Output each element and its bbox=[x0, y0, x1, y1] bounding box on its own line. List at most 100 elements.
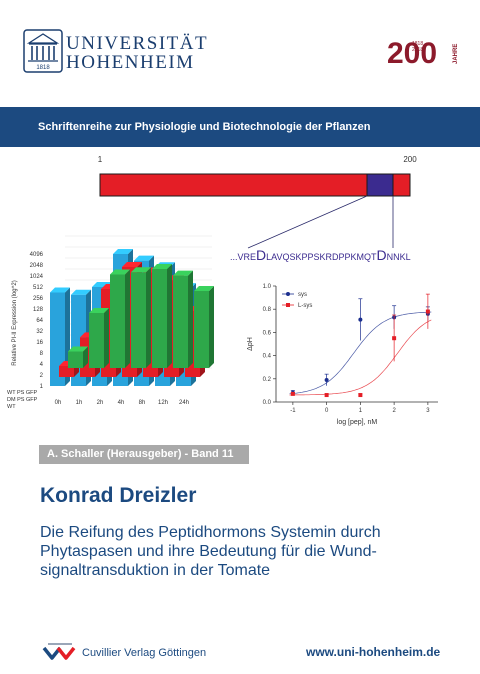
scatter-point bbox=[290, 391, 295, 396]
bar3d-bar-top bbox=[89, 308, 109, 313]
scatter-point bbox=[425, 309, 430, 314]
protein-start-label: 1 bbox=[98, 155, 103, 164]
dose-response-chart: 0.0 0.2 0.4 0.6 0.8 1.0 -1 0 1 2 3 log [pep], nM ΔpH… bbox=[247, 284, 438, 426]
bar3d-bar-top bbox=[68, 346, 88, 352]
bar3d-xtick: 12h bbox=[158, 400, 168, 406]
bar3d-ytick: 128 bbox=[33, 307, 44, 313]
bar3d-xtick: 1h bbox=[76, 400, 83, 406]
bar3d-bar-top bbox=[194, 286, 214, 291]
bar3d-ytick: 2048 bbox=[30, 263, 44, 269]
scatter-fit-curve bbox=[289, 311, 432, 395]
bar3d-ytick: 64 bbox=[36, 318, 43, 324]
bar3d-xtick: 24h bbox=[179, 400, 189, 406]
scatter-ytick-label: 0.0 bbox=[263, 400, 272, 406]
bar3d-ytick: 8 bbox=[40, 351, 44, 357]
university-seal-logo: 1818 bbox=[23, 29, 63, 73]
scatter-point bbox=[392, 336, 397, 341]
title-line-2: Phytaspasen und ihre Bedeutung für die W… bbox=[40, 543, 377, 560]
bar3d-chart: Relative PI-II Expression (log^2) 1 2 4 8 16 3… bbox=[7, 235, 214, 410]
bar3d-bar-front bbox=[194, 291, 209, 368]
bar3d-row-label: DM PS GFP bbox=[7, 397, 38, 403]
bar3d-bar-top bbox=[122, 262, 142, 267]
bar3d-bar-top bbox=[71, 289, 91, 295]
scatter-xtick-label: 0 bbox=[325, 408, 329, 414]
bar3d-bar-top bbox=[134, 255, 154, 261]
author-name: Konrad Dreizler bbox=[40, 484, 197, 507]
bar3d-bar-top bbox=[110, 269, 130, 275]
sequence-middle: LAVQSKPPSKRDPPKMQT bbox=[266, 252, 377, 262]
zoom-line-left bbox=[247, 195, 368, 249]
anniversary-number: 200 bbox=[387, 37, 437, 68]
editor-label: A. Schaller (Herausgeber) - Band 11 bbox=[47, 448, 234, 460]
protein-domain-diagram: 1 200 ...VREDLAVQSKPPSKRDPPKMQTDNNKL bbox=[98, 155, 417, 263]
editor-band bbox=[39, 445, 249, 464]
bar3d-ytick: 1 bbox=[40, 384, 44, 390]
bar3d-ytick: 512 bbox=[33, 285, 44, 291]
bar3d-bar-side bbox=[188, 270, 193, 368]
bar3d-bar-top bbox=[50, 287, 70, 293]
scatter-xtick-label: -1 bbox=[290, 408, 296, 414]
sequence-suffix: NNKL bbox=[387, 252, 411, 262]
university-name-line2: HOHENHEIM bbox=[66, 52, 195, 73]
bar3d-bar-side bbox=[125, 269, 130, 368]
scatter-legend-label: sys bbox=[298, 292, 307, 298]
bar3d-bar-top bbox=[173, 270, 193, 276]
bar3d-bar-front bbox=[59, 366, 74, 377]
anniversary-label: JAHRE bbox=[453, 44, 459, 64]
scatter-fit-curve bbox=[289, 319, 432, 396]
peptide-sequence: ...VREDLAVQSKPPSKRDPPKMQTDNNKL bbox=[230, 247, 411, 263]
bar3d-ytick: 4 bbox=[40, 362, 44, 368]
bar3d-bar-side bbox=[167, 264, 172, 368]
anniversary-year-start: 1818 bbox=[412, 41, 423, 47]
university-name: UNIVERSITÄT HOHENHEIM bbox=[66, 34, 208, 72]
bar3d-xtick: 8h bbox=[139, 400, 146, 406]
scatter-point bbox=[358, 393, 363, 398]
bar3d-ytick: 1024 bbox=[30, 274, 44, 280]
bar3d-row-label: WT PS GFP bbox=[7, 390, 37, 396]
bar3d-bar-front bbox=[110, 274, 125, 368]
bar3d-ytick: 4096 bbox=[30, 252, 44, 258]
bar3d-xtick: 0h bbox=[55, 400, 62, 406]
book-title: Die Reifung des Peptidhormons Systemin d… bbox=[40, 523, 460, 580]
scatter-xtick-label: 2 bbox=[392, 408, 396, 414]
scatter-point bbox=[358, 317, 363, 322]
bar3d-ytick: 32 bbox=[36, 329, 43, 335]
bar3d-ytick: 2 bbox=[40, 373, 44, 379]
series-band bbox=[0, 107, 480, 147]
bar3d-bar-side bbox=[104, 308, 109, 368]
bar3d-ytick: 16 bbox=[36, 340, 43, 346]
bar3d-bar-top bbox=[152, 264, 172, 269]
scatter-legend-marker bbox=[286, 303, 290, 307]
bar3d-xtick: 2h bbox=[97, 400, 104, 406]
bar3d-ylabel: Relative PI-II Expression (log^2) bbox=[12, 280, 18, 366]
scatter-point bbox=[324, 393, 329, 398]
scatter-ylabel: ΔpH bbox=[247, 337, 254, 351]
title-line-1: Die Reifung des Peptidhormons Systemin d… bbox=[40, 524, 381, 541]
bar3d-bar-top bbox=[113, 249, 133, 254]
bar3d-ytick: 256 bbox=[33, 296, 44, 302]
sequence-d1: D bbox=[256, 247, 266, 263]
bar3d-bar-side bbox=[146, 267, 151, 368]
scatter-xtick-label: 1 bbox=[359, 408, 363, 414]
cuvillier-logo-icon bbox=[42, 643, 76, 660]
seal-year: 1818 bbox=[36, 65, 50, 71]
series-title: Schriftenreihe zur Physiologie und Biote… bbox=[38, 121, 371, 133]
bar3d-bar-front bbox=[131, 272, 146, 368]
anniversary-year-end: 2018 bbox=[412, 47, 423, 53]
bar3d-bar-front bbox=[50, 292, 65, 386]
protein-bar bbox=[99, 173, 411, 197]
scatter-ytick-label: 1.0 bbox=[263, 284, 272, 290]
scatter-legend-marker bbox=[286, 292, 290, 296]
scatter-point bbox=[324, 377, 329, 382]
title-line-3: signaltransduktion in der Tomate bbox=[40, 562, 271, 579]
sequence-d2: D bbox=[377, 247, 387, 263]
anniversary-200-logo: 200 1818 2018 JAHRE bbox=[387, 37, 459, 68]
protein-end-label: 200 bbox=[403, 155, 417, 164]
bar3d-bar-front bbox=[173, 275, 188, 368]
publisher-name: Cuvillier Verlag Göttingen bbox=[82, 647, 207, 659]
sequence-prefix: ...VRE bbox=[230, 252, 256, 262]
bar3d-xtick: 4h bbox=[118, 400, 125, 406]
university-name-line1: UNIVERSITÄT bbox=[66, 33, 209, 54]
bar3d-bar-front bbox=[68, 351, 83, 368]
website-link[interactable]: www.uni-hohenheim.de bbox=[306, 645, 441, 659]
